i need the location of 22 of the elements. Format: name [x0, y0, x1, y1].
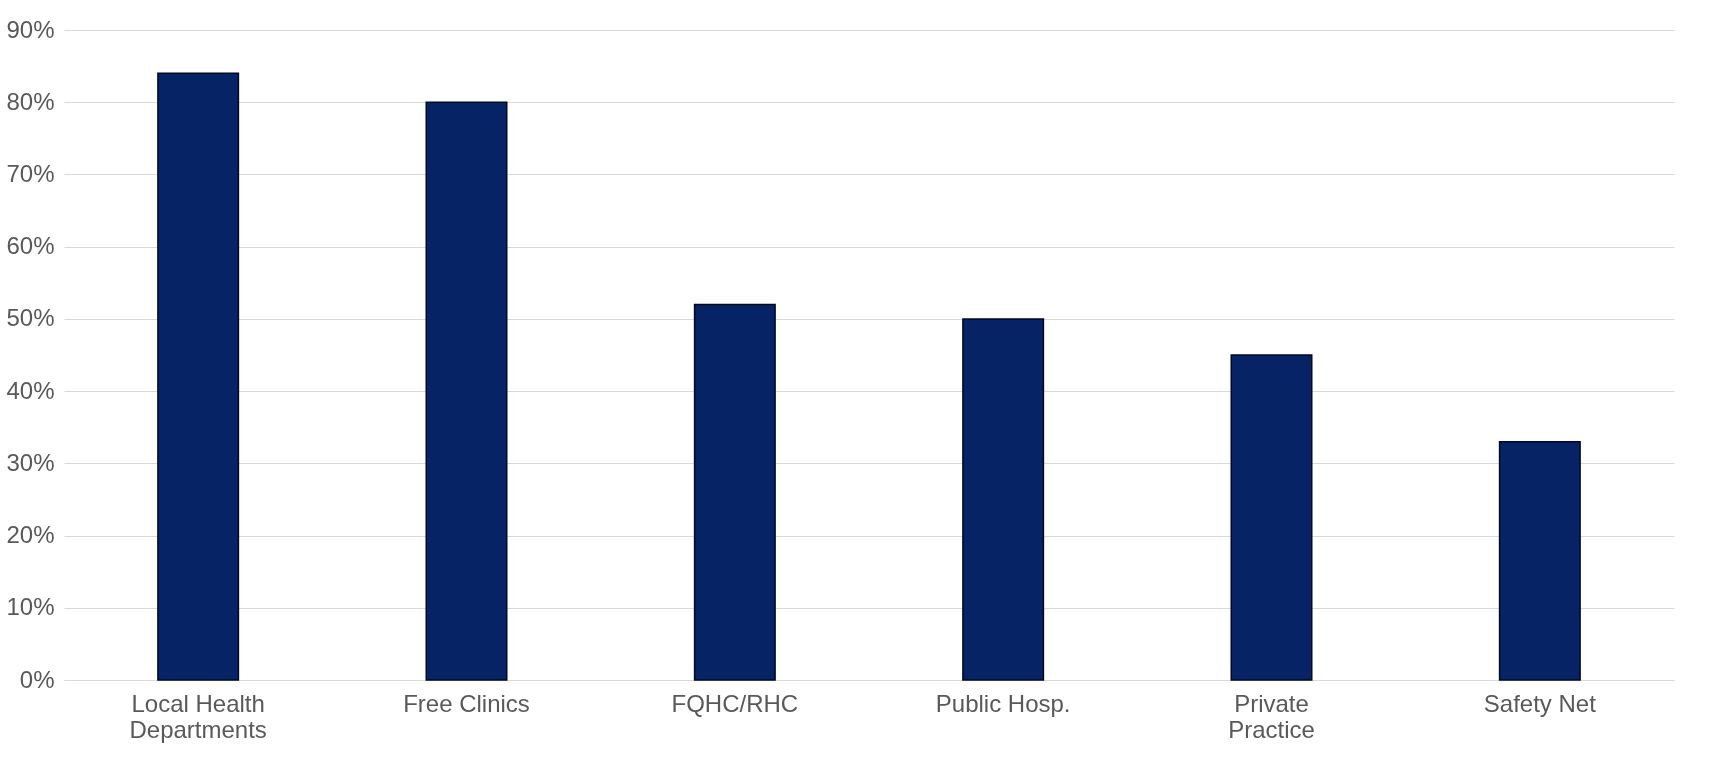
bar: [1498, 440, 1581, 681]
y-tick-label: 40%: [6, 376, 55, 404]
x-tick-label: Private Practice: [1228, 689, 1315, 743]
y-tick-label: 10%: [6, 593, 55, 621]
y-tick-label: 0%: [19, 665, 55, 693]
x-tick-label: Safety Net: [1483, 689, 1597, 717]
y-tick-label: 70%: [6, 159, 55, 187]
x-tick-label: FQHC/RHC: [671, 689, 799, 717]
bar: [157, 72, 240, 681]
y-tick-label: 30%: [6, 448, 55, 476]
y-tick-label: 50%: [6, 304, 55, 332]
x-tick-label: Free Clinics: [403, 689, 530, 717]
x-tick-label: Local Health Departments: [129, 689, 267, 743]
y-tick-label: 20%: [6, 521, 55, 549]
y-tick-label: 60%: [6, 232, 55, 260]
y-tick-label: 90%: [6, 15, 55, 43]
bar: [425, 101, 508, 681]
x-tick-label: Public Hosp.: [935, 689, 1071, 717]
bar: [693, 303, 776, 681]
bar: [1230, 354, 1313, 681]
y-tick-label: 80%: [6, 87, 55, 115]
bar: [962, 318, 1045, 681]
